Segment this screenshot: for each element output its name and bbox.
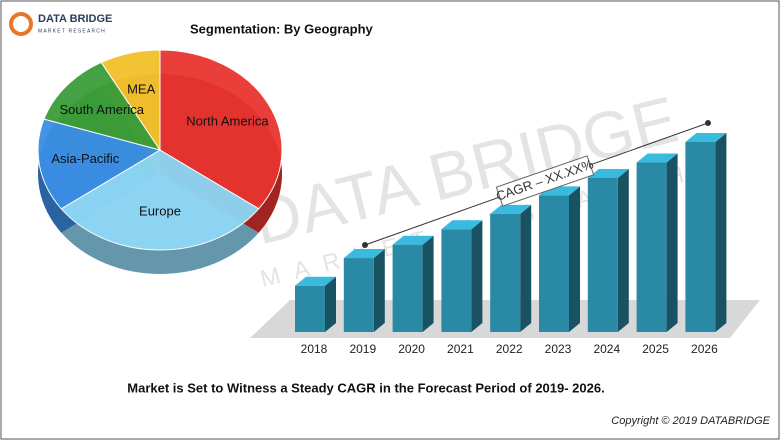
pie-label: North America bbox=[186, 113, 269, 128]
bar-top bbox=[295, 276, 336, 286]
bar-top bbox=[685, 133, 727, 142]
x-tick-label: 2025 bbox=[642, 342, 669, 356]
bar-top bbox=[392, 235, 434, 245]
bar-side bbox=[422, 235, 434, 332]
x-tick-label: 2020 bbox=[398, 342, 425, 356]
pie-slice bbox=[159, 49, 283, 210]
x-tick-label: 2023 bbox=[545, 342, 572, 356]
bar bbox=[490, 213, 521, 332]
logo: DATA BRIDGE MARKET RESEARCH bbox=[9, 12, 112, 36]
bar-top bbox=[490, 204, 532, 214]
trend-dot bbox=[362, 242, 368, 248]
x-tick-label: 2021 bbox=[447, 342, 474, 356]
logo-subtitle: MARKET RESEARCH bbox=[38, 28, 106, 34]
pie-slice bbox=[43, 61, 162, 151]
logo-icon bbox=[9, 12, 33, 36]
pie-label: Asia-Pacific bbox=[51, 151, 119, 166]
pie-label: MEA bbox=[127, 81, 156, 96]
footer: Copyright © 2019 DATABRIDGE bbox=[611, 415, 770, 427]
logo-title: DATA BRIDGE bbox=[38, 13, 112, 25]
bar bbox=[636, 162, 667, 332]
bar-top bbox=[441, 220, 483, 230]
bar-side bbox=[520, 204, 532, 332]
x-tick-label: 2024 bbox=[593, 342, 620, 356]
bar bbox=[295, 285, 325, 332]
bar bbox=[343, 258, 374, 332]
bar-top bbox=[587, 168, 629, 178]
bar bbox=[685, 142, 716, 332]
bar-side bbox=[666, 153, 678, 332]
annotation-box bbox=[495, 155, 595, 207]
chart-title: Segmentation: By Geography bbox=[190, 21, 374, 36]
pie-slice bbox=[60, 149, 260, 251]
bar-side bbox=[715, 133, 727, 332]
pie-slice bbox=[37, 118, 162, 210]
bar bbox=[587, 177, 618, 332]
x-tick-label: 2022 bbox=[496, 342, 523, 356]
bar bbox=[539, 195, 569, 332]
bar-side bbox=[471, 220, 483, 332]
x-tick-label: 2019 bbox=[349, 342, 376, 356]
bar bbox=[392, 244, 423, 332]
bar-side bbox=[325, 276, 336, 332]
x-tick-label: 2026 bbox=[691, 342, 718, 356]
bar-side bbox=[617, 168, 629, 332]
bar-top bbox=[343, 249, 385, 259]
bar-side bbox=[373, 249, 385, 332]
pie-slice bbox=[100, 49, 161, 152]
pie-label: South America bbox=[59, 102, 144, 117]
x-tick-label: 2018 bbox=[301, 342, 328, 356]
bar-side bbox=[569, 186, 580, 332]
bar bbox=[441, 229, 472, 332]
caption: Market is Set to Witness a Steady CAGR i… bbox=[127, 380, 604, 395]
trend-dot bbox=[705, 120, 711, 126]
bar-top bbox=[636, 153, 678, 163]
pie-label: Europe bbox=[139, 203, 181, 218]
